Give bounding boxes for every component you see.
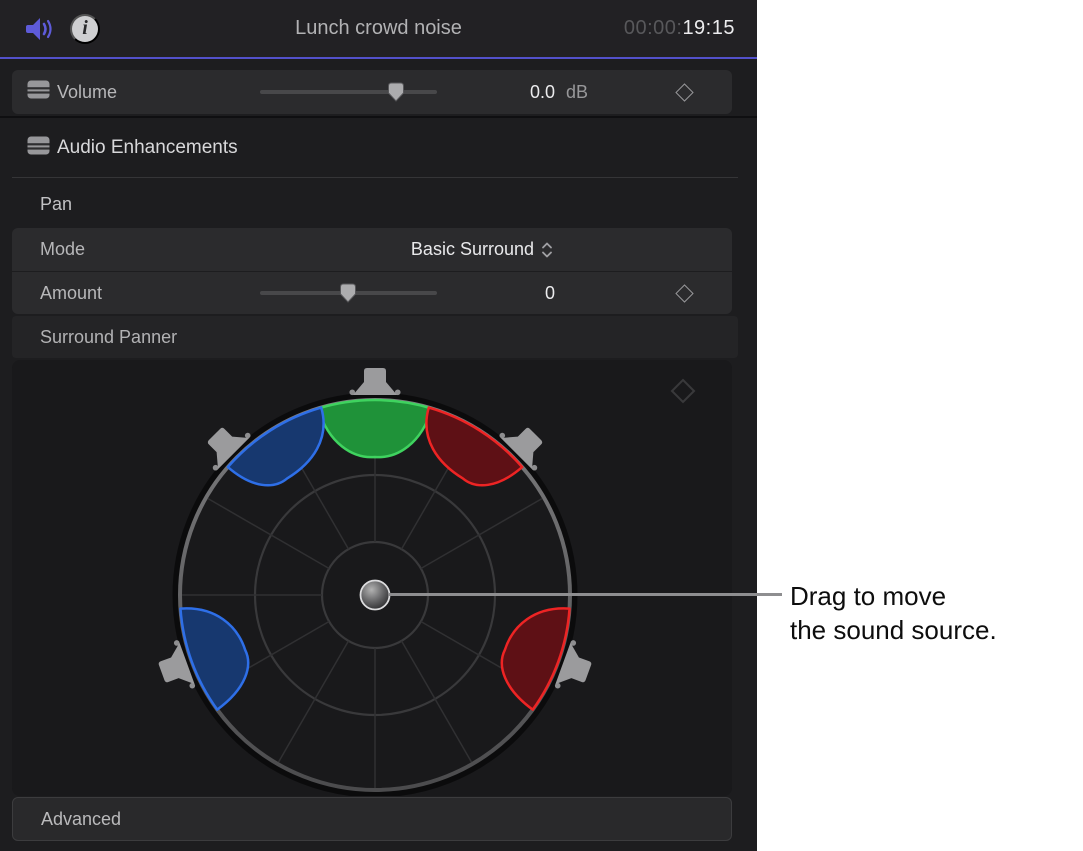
amount-slider[interactable] [260,272,437,314]
pan-section-label: Pan [40,193,73,214]
speaker-dot [531,464,538,471]
pan-lobe-front-right [425,406,524,487]
grid-spoke [420,497,543,570]
surround-panner-label: Surround Panner [40,326,178,347]
speaker-dot [570,640,577,646]
speaker-icon [555,642,592,685]
callout-leader-line [389,593,782,596]
amount-slider-thumb[interactable] [339,283,356,303]
mute-speaker-button[interactable] [24,13,56,45]
clip-title: Lunch crowd noise [295,17,462,39]
volume-label: Volume [57,81,118,102]
timecode-display: 00:00:19:15 [624,0,735,57]
sound-source-knob[interactable] [359,579,391,611]
amount-label: Amount [40,282,103,303]
callout-text: Drag to move the sound source. [790,579,997,647]
divider [12,177,738,178]
chevron-updown-icon [542,242,552,257]
speaker-dot [349,389,356,396]
surround-panner-svg [158,368,696,796]
audio-enhancements-header: Audio Enhancements [12,126,732,170]
inspector-title-bar: i Lunch crowd noise 00:00:19:15 [0,0,757,57]
grid-spoke [277,640,350,763]
audio-inspector-panel: i Lunch crowd noise 00:00:19:15 Volume [0,0,757,851]
volume-row: Volume 0.0 dB [12,70,732,114]
grid-spoke [400,640,473,763]
advanced-label: Advanced [41,808,122,829]
pan-lobe-surround-right [500,607,571,711]
section-separator [0,116,757,118]
volume-slider-track[interactable] [260,90,437,94]
volume-slider-thumb[interactable] [387,82,404,102]
speaker-dot [212,464,219,471]
audio-enhancements-label: Audio Enhancements [57,137,238,158]
amount-value[interactable]: 0 [544,282,555,303]
amount-keyframe-button[interactable] [672,281,696,305]
speaker-icon [158,642,195,685]
mode-label: Mode [40,239,86,259]
speaker-icon [26,18,52,40]
speaker-dot [173,640,180,646]
callout-line1: Drag to move [790,581,947,611]
advanced-disclosure-row[interactable]: Advanced [12,797,732,841]
keyframe-diamond-icon [674,283,694,303]
speaker-dot [499,432,506,439]
speaker-icon [353,368,397,395]
speaker-dot [244,432,251,439]
surround-panner-canvas[interactable] [12,360,732,796]
speaker-dot [394,389,401,396]
mode-row: Mode Basic Surround [12,228,732,271]
speaker-icon [207,427,250,470]
info-button[interactable]: i [70,14,100,44]
playhead-accent-line [0,57,757,59]
pan-lobe-surround-left [179,607,250,711]
volume-keyframe-button[interactable] [672,80,696,104]
audio-enhancements-toggle-icon[interactable] [27,136,50,160]
speaker-icon [500,427,543,470]
surround-panner-header: Surround Panner [12,316,738,358]
pan-lobe-front-center [316,398,434,459]
volume-unit: dB [566,81,589,102]
callout-line2: the sound source. [790,615,997,645]
keyframe-diamond-icon [674,82,694,102]
pan-mode-popup[interactable]: Basic Surround [411,228,553,271]
volume-slider[interactable] [260,70,437,114]
volume-animation-toggle-icon[interactable] [27,80,50,104]
speaker-dot [189,682,196,689]
timecode-hours-minutes: 00:00: [623,17,683,39]
pan-mode-value: Basic Surround [410,239,534,259]
grid-spoke [207,497,330,570]
amount-row: Amount 0 [12,271,732,314]
pan-settings-block: Mode Basic Surround Amount [12,228,732,314]
speaker-dot [554,682,561,689]
volume-value[interactable]: 0.0 [529,81,555,102]
pan-lobe-front-left [226,406,325,487]
timecode-seconds-frames: 19:15 [682,17,735,39]
info-icon: i [82,17,88,39]
panner-keyframe-icon-dim[interactable] [670,378,696,404]
